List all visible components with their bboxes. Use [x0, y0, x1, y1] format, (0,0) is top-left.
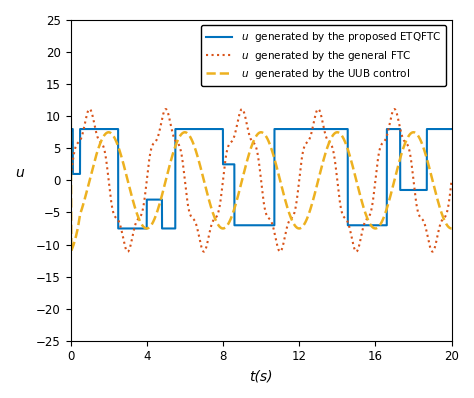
Legend: $u$  generated by the proposed ETQFTC, $u$  generated by the general FTC, $u$  g: $u$ generated by the proposed ETQFTC, $u… — [201, 25, 447, 86]
X-axis label: t(s): t(s) — [249, 369, 273, 383]
Y-axis label: u: u — [15, 166, 24, 180]
